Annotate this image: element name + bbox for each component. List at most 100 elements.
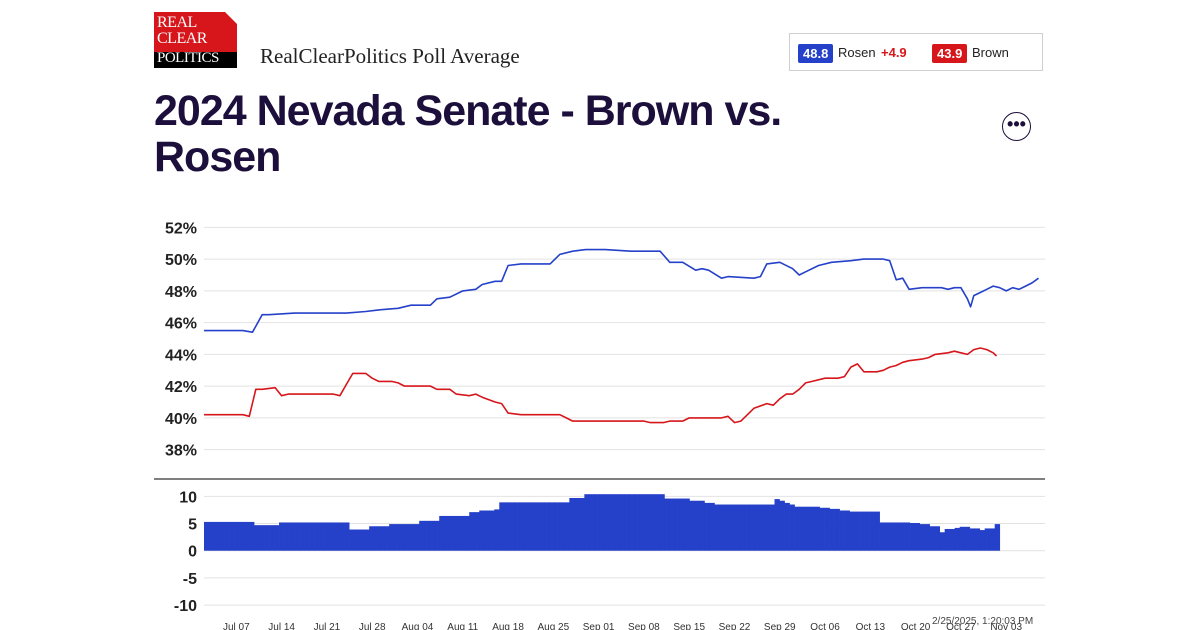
- line-y-tick-label: 38%: [165, 443, 197, 460]
- x-tick-label: Jul 28: [359, 622, 386, 630]
- spread-bar: [419, 520, 425, 551]
- spread-bar: [729, 504, 735, 551]
- spread-bar: [459, 515, 465, 551]
- spread-bar: [209, 521, 215, 551]
- spread-bar: [804, 506, 810, 551]
- spread-bar: [914, 523, 920, 551]
- spread-bar: [649, 494, 655, 551]
- spread-bar: [909, 523, 915, 551]
- spread-bar: [834, 508, 840, 551]
- spread-bar: [399, 524, 405, 551]
- more-options-button[interactable]: •••: [1002, 112, 1031, 141]
- line-y-tick-label: 44%: [165, 347, 197, 364]
- spread-bar: [839, 510, 845, 551]
- line-y-tick-label: 52%: [165, 220, 197, 237]
- spread-bar: [329, 522, 335, 551]
- spread-bar: [859, 511, 865, 551]
- spread-bar: [539, 502, 545, 551]
- spread-bar: [234, 521, 240, 551]
- spread-bar: [244, 521, 250, 551]
- spread-bar: [494, 509, 500, 551]
- rosen-value-badge: 48.8: [798, 44, 834, 63]
- spread-bar: [274, 525, 280, 551]
- spread-bar: [779, 500, 785, 551]
- spread-bar: [624, 494, 630, 551]
- spread-bar: [489, 510, 495, 551]
- spread-bar: [214, 521, 220, 551]
- spread-bar: [714, 504, 720, 551]
- spread-bar: [944, 528, 951, 551]
- x-tick-label: Oct 20: [901, 622, 931, 630]
- x-tick-label: Oct 06: [810, 622, 840, 630]
- x-tick-label: Sep 08: [628, 622, 660, 630]
- spread-bar: [724, 504, 730, 551]
- spread-bar: [254, 525, 260, 551]
- spread-bar: [929, 526, 935, 551]
- rcp-logo[interactable]: REAL CLEAR POLITICS: [154, 12, 237, 68]
- spread-bar: [669, 498, 675, 551]
- spread-bar: [874, 511, 880, 551]
- spread-bar: [344, 522, 350, 551]
- spread-bar: [759, 504, 765, 551]
- spread-bar: [314, 522, 320, 551]
- x-tick-label: Jul 14: [268, 622, 295, 630]
- spread-bar: [429, 520, 435, 551]
- spread-bar: [334, 522, 340, 551]
- spread-bar: [519, 502, 525, 551]
- spread-bar: [959, 526, 966, 551]
- x-tick-label: Oct 27: [946, 622, 976, 630]
- spread-bar: [529, 502, 535, 551]
- spread-bar: [879, 522, 885, 551]
- x-tick-label: Aug 11: [447, 622, 478, 630]
- spread-bar: [954, 527, 961, 551]
- spread-bar: [524, 502, 530, 551]
- brown-legend-label: Brown: [972, 45, 1009, 60]
- spread-bar: [224, 521, 230, 551]
- spread-bar: [609, 494, 615, 551]
- spread-bar: [784, 502, 790, 551]
- spread-bar: [464, 515, 470, 551]
- x-tick-label: Jul 07: [223, 622, 250, 630]
- spread-bar: [359, 529, 365, 551]
- spread-bar: [569, 498, 575, 551]
- spread-bar: [424, 520, 430, 551]
- spread-bar: [764, 504, 770, 551]
- spread-bar: [574, 498, 580, 551]
- spread-bar: [884, 522, 890, 551]
- spread-bar: [379, 526, 385, 551]
- spread-bar: [629, 494, 635, 551]
- line-y-tick-label: 40%: [165, 411, 197, 428]
- line-y-tick-label: 48%: [165, 284, 197, 301]
- spread-bar: [789, 504, 795, 551]
- logo-line-1: REAL: [157, 14, 197, 31]
- spread-bar: [664, 498, 670, 551]
- spread-bar: [849, 511, 855, 551]
- spread-bar: [544, 502, 550, 551]
- rosen-legend-label: Rosen: [838, 45, 876, 60]
- spread-bar: [699, 500, 705, 551]
- spread-bar: [709, 502, 715, 551]
- spread-bar: [504, 502, 510, 551]
- spread-bar: [904, 522, 910, 551]
- spread-bar: [679, 498, 685, 551]
- spread-bar: [354, 529, 360, 551]
- spread-bar: [799, 506, 805, 551]
- line-y-tick-label: 42%: [165, 379, 197, 396]
- spread-bar: [269, 525, 275, 551]
- spread-bar: [744, 504, 750, 551]
- spread-bar: [739, 504, 745, 551]
- spread-bar: [984, 528, 991, 551]
- spread-bar: [414, 524, 420, 551]
- spread-bar: [974, 528, 981, 551]
- spread-bar: [794, 506, 800, 551]
- bar-y-tick-label: 5: [188, 517, 197, 534]
- spread-bar: [559, 502, 565, 551]
- legend-box: 48.8 Rosen +4.9 43.9 Brown: [789, 33, 1043, 71]
- brown-value-badge: 43.9: [932, 44, 968, 63]
- spread-bar: [514, 502, 520, 551]
- spread-bar: [219, 521, 225, 551]
- spread-bar: [469, 512, 475, 551]
- spread-bar: [854, 511, 860, 551]
- spread-bar: [734, 504, 740, 551]
